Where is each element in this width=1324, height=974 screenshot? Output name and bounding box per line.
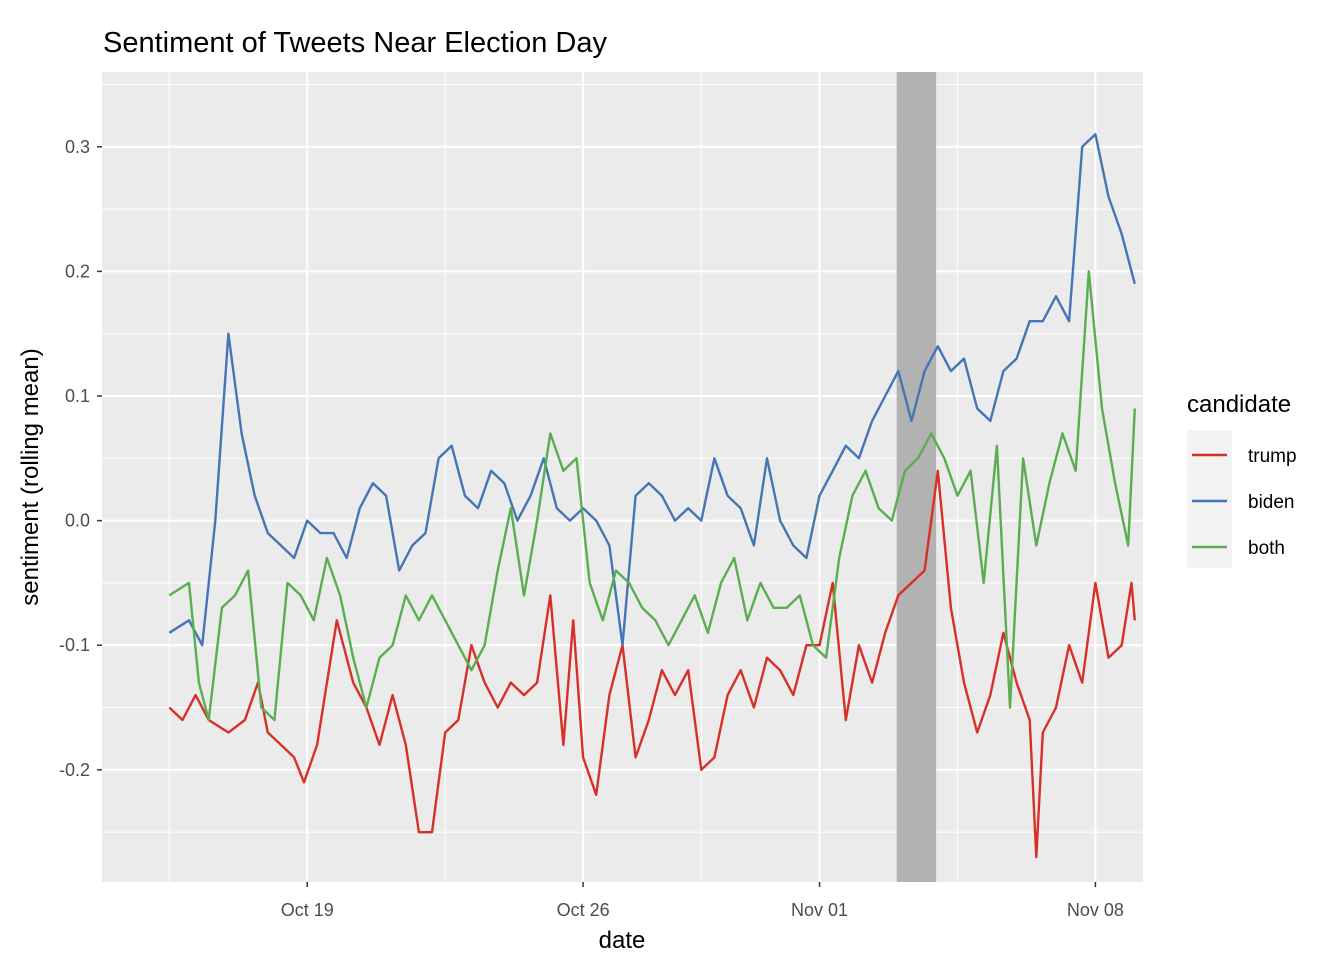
y-tick-label: 0.0 [65,511,90,531]
x-tick-label: Nov 01 [791,900,848,920]
legend-label-both: both [1248,538,1285,559]
legend-key-background [1187,430,1232,568]
legend-label-trump: trump [1248,446,1297,467]
grid-minor [102,72,1143,882]
x-tick-label: Oct 19 [281,900,334,920]
y-tick-label: 0.1 [65,386,90,406]
y-tick-label: -0.2 [59,760,90,780]
y-axis-title: sentiment (rolling mean) [17,348,44,605]
x-axis-title: date [599,927,646,954]
plot-panel [102,72,1143,882]
series-line-trump [168,469,1136,859]
x-axis: Oct 19 Oct 26 Nov 01 Nov 08 [281,882,1124,920]
series-line-biden [168,133,1136,647]
y-axis: -0.2 -0.1 0.0 0.1 0.2 0.3 [59,137,102,780]
series-line-both [168,270,1136,722]
y-tick-label: 0.3 [65,137,90,157]
chart-title: Sentiment of Tweets Near Election Day [103,27,607,59]
legend: candidate trump biden both [1187,391,1297,568]
series-lines [168,133,1136,859]
legend-label-biden: biden [1248,492,1295,513]
y-tick-label: -0.1 [59,635,90,655]
legend-title: candidate [1187,391,1291,418]
x-tick-label: Oct 26 [557,900,610,920]
x-tick-label: Nov 08 [1067,900,1124,920]
y-tick-label: 0.2 [65,261,90,281]
